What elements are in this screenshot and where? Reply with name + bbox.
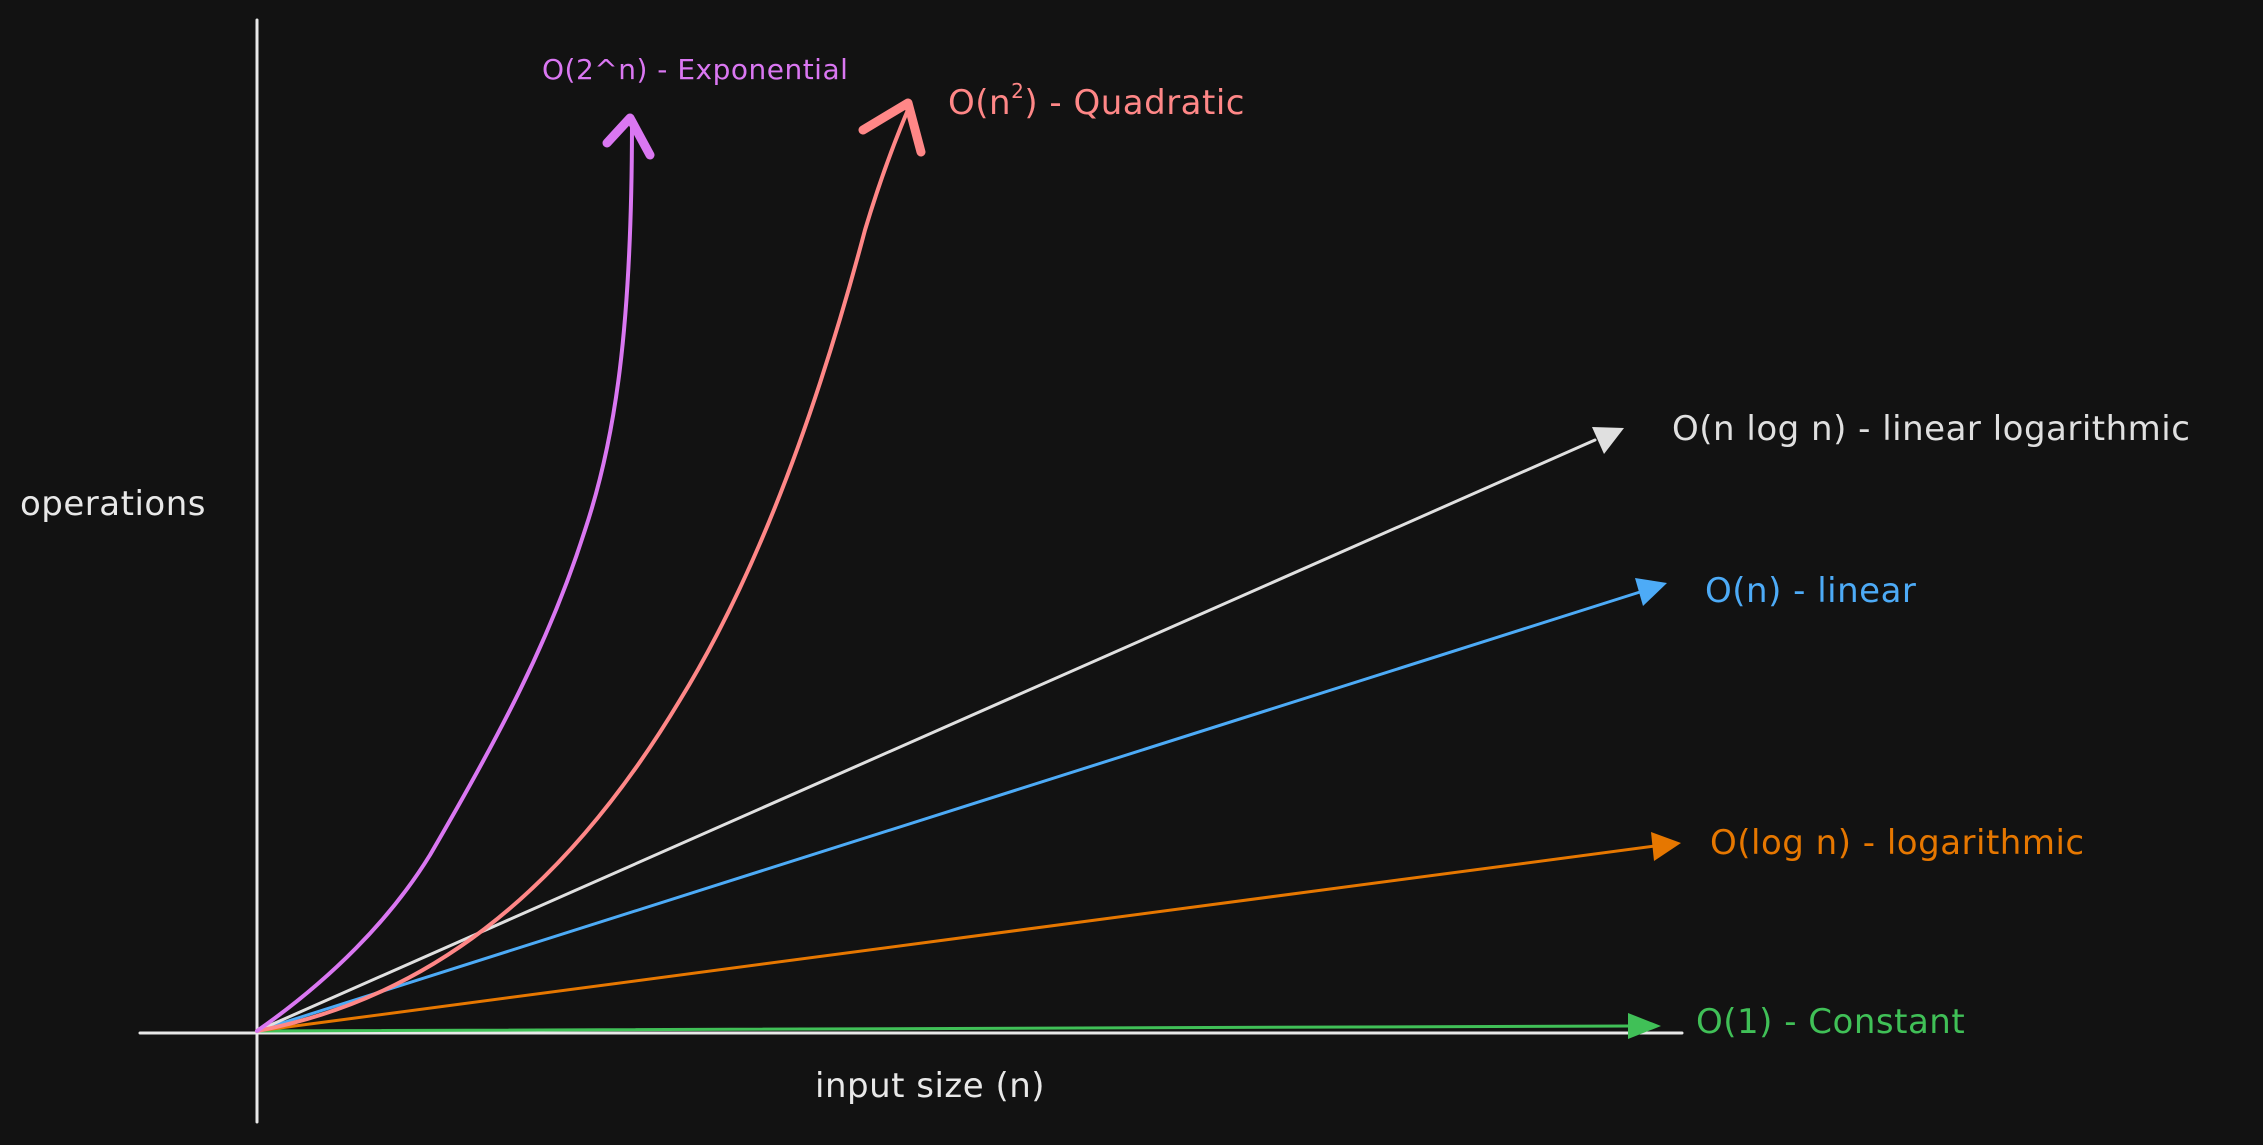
linear-arrowhead [1635, 578, 1667, 606]
curve-quadratic [255, 98, 926, 1033]
curve-linear [255, 578, 1667, 1033]
linear-label: O(n) - linear [1705, 571, 1916, 611]
constant-line [255, 1024, 1632, 1033]
y-axis-label: operations [20, 484, 206, 524]
exponential-line [255, 118, 634, 1033]
curve-exponential [255, 113, 655, 1033]
quadratic-arrowhead [858, 98, 926, 157]
quadratic-label-sup: 2 [1011, 79, 1024, 103]
logarithmic-label: O(log n) - logarithmic [1710, 823, 2085, 863]
exponential-arrowhead [602, 113, 655, 160]
quadratic-line [255, 103, 912, 1033]
exponential-label: O(2^n) - Exponential [542, 53, 848, 86]
quadratic-label-base: O(n [948, 83, 1011, 123]
quadratic-label-rest: ) - Quadratic [1024, 83, 1245, 123]
nlogn-label: O(n log n) - linear logarithmic [1672, 409, 2190, 449]
quadratic-label: O(n2) - Quadratic [948, 79, 1245, 123]
constant-label: O(1) - Constant [1696, 1002, 1965, 1042]
curve-logarithmic [255, 832, 1681, 1033]
constant-arrowhead [1628, 1013, 1661, 1039]
linear-line [255, 590, 1642, 1033]
curve-constant [255, 1013, 1661, 1039]
nlogn-arrowhead [1592, 427, 1624, 454]
logarithmic-arrowhead [1651, 832, 1681, 861]
logarithmic-line [255, 844, 1657, 1033]
x-axis-label: input size (n) [815, 1066, 1045, 1106]
